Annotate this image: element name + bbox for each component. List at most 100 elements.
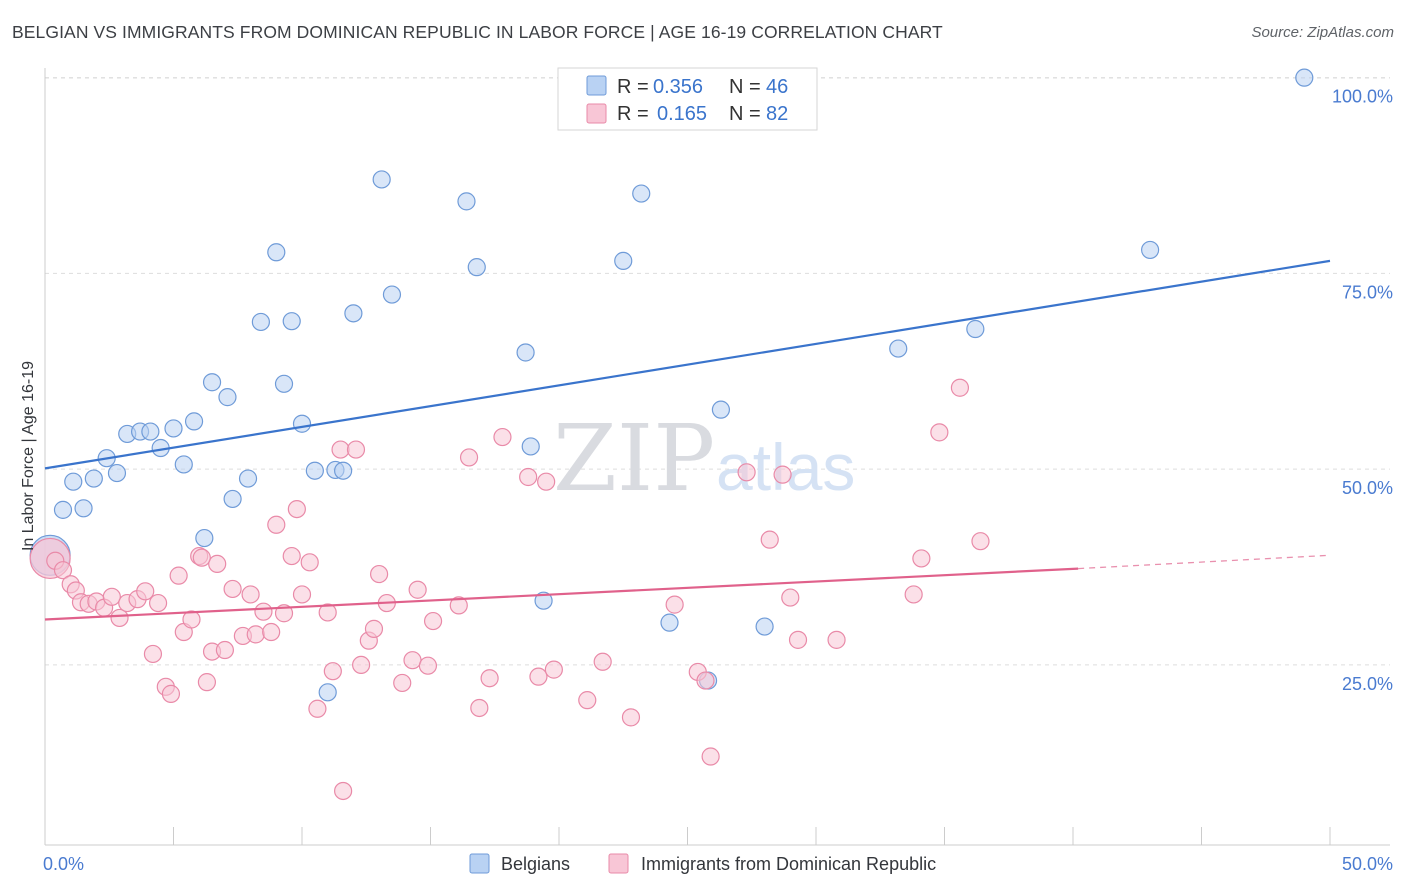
belgian-point	[755, 617, 774, 636]
belgian-point	[457, 192, 476, 211]
y-tick-label: 50.0%	[1342, 478, 1393, 498]
x-tick-label: 50.0%	[1342, 854, 1393, 874]
belgian-point	[141, 422, 160, 441]
data-points	[29, 68, 1314, 801]
dominican-point	[136, 582, 155, 601]
dominican-point	[760, 530, 779, 549]
dominican-point	[904, 585, 923, 604]
belgian-point	[516, 343, 535, 362]
belgian-point	[202, 373, 222, 392]
dominican-point	[346, 440, 366, 459]
belgian-point	[292, 414, 312, 433]
belgian-point	[534, 591, 553, 610]
dominican-point	[971, 532, 990, 551]
x-tick-label: 0.0%	[43, 854, 84, 874]
belgian-point	[1295, 68, 1314, 87]
dominican-point	[143, 644, 163, 664]
belgian-point	[282, 312, 301, 331]
legend-label-dominican[interactable]: Immigrants from Dominican Republic	[641, 854, 936, 874]
dominican-point	[318, 603, 337, 622]
dominican-point	[161, 684, 181, 703]
stats-swatch-belgians	[586, 75, 607, 96]
belgian-point	[251, 312, 270, 332]
dominican-point	[788, 630, 808, 649]
belgian-point	[889, 339, 908, 358]
dominican-point	[262, 622, 281, 642]
belgian-point	[218, 388, 237, 407]
dominican-point	[480, 669, 499, 688]
dominican-point	[696, 671, 715, 690]
belgian-point	[267, 243, 286, 262]
belgian-point	[238, 469, 258, 488]
belgian-point	[1140, 240, 1160, 260]
watermark-zip: ZIP	[553, 405, 715, 512]
belgian-point	[372, 170, 391, 189]
chart-title: BELGIAN VS IMMIGRANTS FROM DOMINICAN REP…	[12, 22, 943, 42]
belgian-point	[467, 258, 486, 277]
belgian-point	[614, 251, 633, 270]
dominican-point	[827, 630, 846, 649]
dominican-point	[781, 588, 800, 607]
dominican-point	[282, 546, 301, 566]
belgian-point	[318, 683, 337, 702]
dominican-point	[408, 580, 427, 599]
dominican-point	[737, 463, 756, 482]
belgian-point	[334, 461, 353, 480]
dominican-point	[529, 667, 548, 686]
dominican-point	[331, 440, 350, 459]
dominican-point	[370, 564, 389, 584]
stats-r-label-belgians: R =	[617, 76, 649, 98]
dominican-point	[215, 640, 234, 660]
dominican-point	[254, 602, 273, 621]
belgian-point	[344, 304, 363, 323]
dominican-point	[352, 655, 371, 675]
stats-n-value-dominican: 82	[766, 103, 788, 125]
dominican-point	[364, 619, 384, 638]
series-legend: Belgians Immigrants from Dominican Repub…	[469, 853, 936, 874]
belgian-point	[305, 461, 324, 480]
belgian-point	[274, 374, 294, 393]
dominican-point	[449, 596, 468, 615]
belgian-point	[107, 463, 127, 483]
dominican-point	[950, 378, 970, 397]
legend-swatch-dominican[interactable]	[608, 853, 629, 874]
belgian-trend-line	[44, 259, 1331, 470]
belgian-point	[195, 528, 214, 548]
dominican-point	[241, 585, 260, 604]
dominican-point	[246, 625, 265, 644]
dominican-point	[102, 587, 121, 606]
dominican-point	[930, 423, 949, 442]
dominican-point	[197, 673, 217, 692]
dominican-point	[493, 427, 512, 447]
legend-swatch-belgians[interactable]	[469, 853, 490, 874]
dominican-point	[578, 691, 597, 710]
dominican-trend-line	[44, 567, 1079, 621]
dominican-point	[459, 448, 479, 467]
dominican-point	[621, 708, 641, 727]
stats-r-value-dominican: 0.165	[657, 103, 707, 125]
belgian-point	[53, 500, 73, 519]
dominican-point	[470, 698, 489, 718]
stats-n-value-belgians: 46	[766, 76, 788, 98]
axes	[44, 68, 1390, 846]
y-axis-title: In Labor Force | Age 16-19	[20, 361, 37, 551]
belgian-point	[521, 437, 540, 456]
dominican-point	[912, 549, 931, 568]
dominican-point	[223, 579, 242, 599]
legend-label-belgians[interactable]: Belgians	[501, 854, 570, 874]
dominican-point	[323, 662, 342, 681]
belgian-point	[84, 469, 103, 488]
dominican-point	[334, 781, 353, 801]
tick-labels: 25.0% 50.0% 75.0% 100.0% 0.0% 50.0%	[43, 87, 1393, 874]
belgian-point	[164, 419, 183, 438]
y-tick-label: 75.0%	[1342, 282, 1393, 302]
dominican-point	[148, 593, 168, 613]
dominican-point	[267, 515, 286, 534]
dominican-point	[519, 467, 538, 487]
dominican-trend-extension	[1078, 554, 1331, 570]
dominican-point	[182, 610, 201, 629]
belgian-point	[632, 184, 651, 203]
belgian-point	[382, 285, 402, 304]
dominican-point	[308, 699, 327, 718]
